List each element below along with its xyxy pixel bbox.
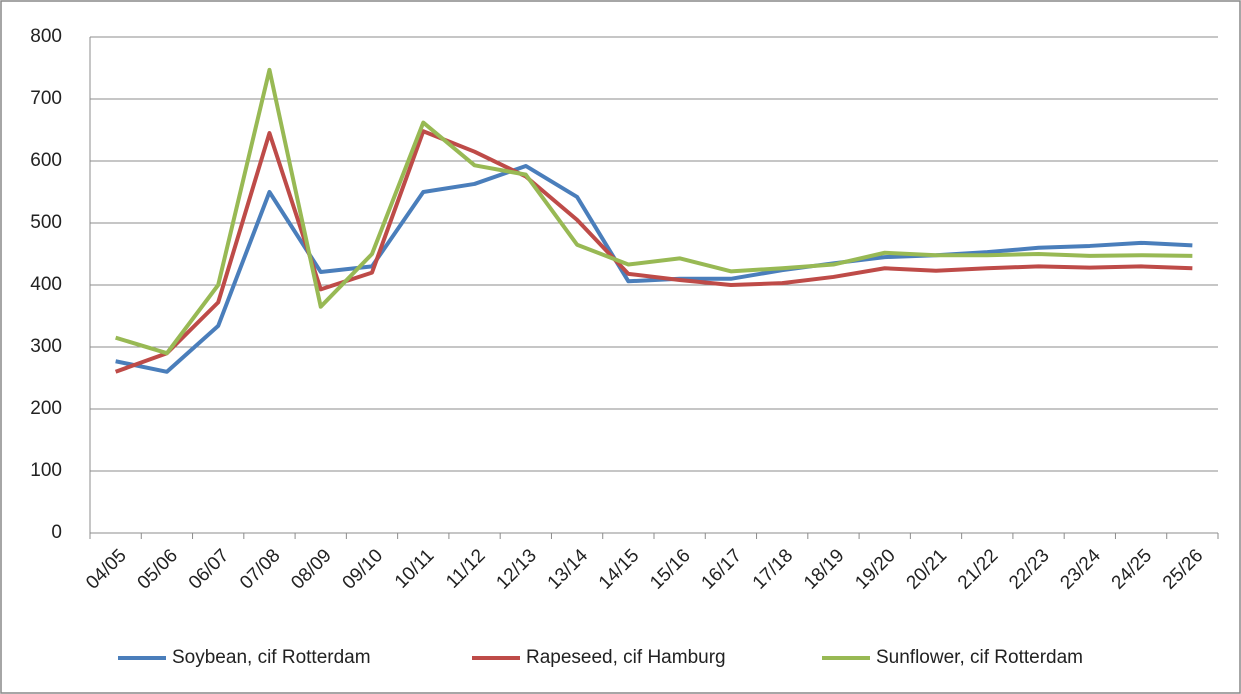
y-tick-label: 400 [30,274,62,295]
y-tick-label: 200 [30,398,62,419]
legend-label: Rapeseed, cif Hamburg [526,647,726,668]
y-tick-label: 700 [30,88,62,109]
y-tick-label: 800 [30,26,62,47]
y-tick-label: 500 [30,212,62,233]
y-tick-label: 0 [51,522,62,543]
legend-label: Soybean, cif Rotterdam [172,647,371,668]
legend-label: Sunflower, cif Rotterdam [876,647,1083,668]
series-line [114,129,1193,374]
series-line [115,163,1193,374]
series-line [115,67,1193,356]
y-tick-label: 600 [30,150,62,171]
y-tick-label: 100 [30,460,62,481]
y-tick-label: 300 [30,336,62,357]
